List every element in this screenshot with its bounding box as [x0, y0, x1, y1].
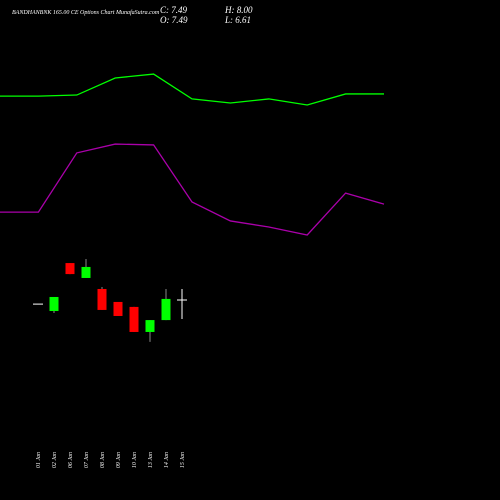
candle-body — [97, 288, 107, 310]
x-tick-label: 02 Jan — [52, 452, 58, 468]
line-series — [0, 143, 385, 236]
x-tick-label: 14 Jan — [163, 452, 170, 468]
candle-body — [113, 301, 123, 316]
low-label: L: 6.61 — [224, 15, 251, 25]
line-series — [0, 73, 384, 106]
candle-body — [81, 266, 91, 278]
x-tick-label: 08 Jan — [100, 452, 106, 468]
x-tick-label: 01 Jan — [36, 452, 42, 468]
candle-body — [129, 306, 139, 332]
open-label: O: 7.49 — [160, 15, 188, 25]
x-tick-label: 07 Jan — [84, 452, 90, 468]
x-tick-label: 13 Jan — [148, 452, 154, 468]
x-tick-label: 15 Jan — [180, 452, 186, 468]
x-tick-label: 06 Jan — [68, 452, 74, 468]
x-tick-label: 10 Jan — [132, 452, 138, 468]
close-label: C: 7.49 — [160, 5, 188, 15]
chart-title: BANDHANBNK 165.00 CE Options Chart Munaf… — [12, 9, 160, 16]
candle-body — [161, 298, 171, 321]
candle-body — [65, 263, 75, 275]
candle-body — [145, 320, 155, 332]
high-label: H: 8.00 — [224, 5, 253, 15]
x-tick-label: 09 Jan — [116, 452, 122, 468]
candle-body — [49, 296, 59, 312]
